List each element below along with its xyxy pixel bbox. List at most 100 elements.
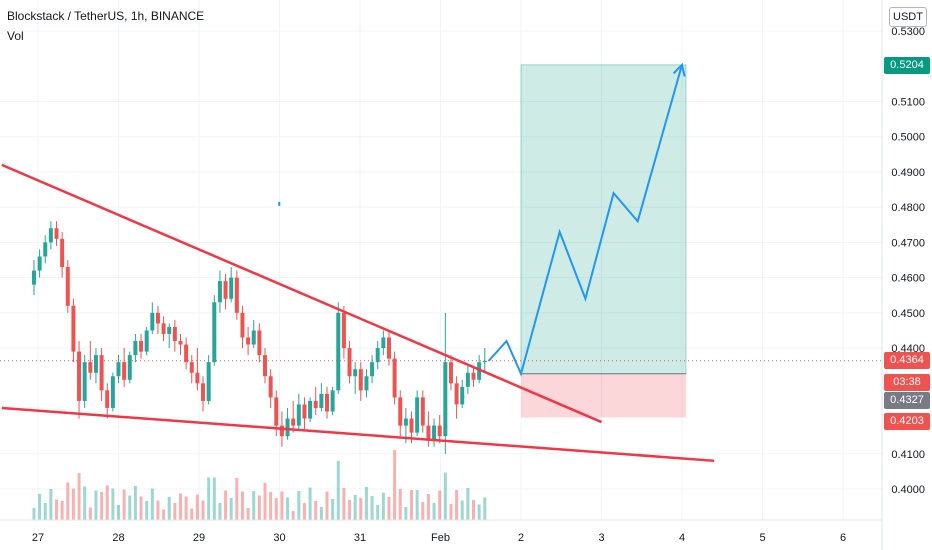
volume-bar <box>376 505 380 520</box>
time-tick: 27 <box>32 532 44 544</box>
candle <box>296 404 301 426</box>
time-tick: 5 <box>759 532 765 544</box>
volume-bar <box>381 492 385 520</box>
volume-bar <box>252 491 256 520</box>
candle <box>477 362 482 380</box>
volume-bar <box>472 500 476 520</box>
volume-bar <box>38 494 42 520</box>
time-tick: 28 <box>112 532 124 544</box>
volume-bar <box>404 507 408 520</box>
candle <box>206 362 211 401</box>
candle <box>364 376 369 391</box>
volume-bar <box>398 489 402 520</box>
volume-bar <box>443 472 447 520</box>
candle <box>37 256 42 271</box>
volume-bar <box>297 491 301 520</box>
price-tick: 0.4100 <box>891 449 925 461</box>
candle <box>116 362 121 377</box>
volume-bar <box>32 508 36 520</box>
candle <box>392 358 397 398</box>
candle <box>274 397 279 426</box>
candle <box>336 312 341 391</box>
candle <box>313 400 318 408</box>
volume-indicator-label[interactable]: Vol <box>7 29 24 43</box>
time-tick: Feb <box>431 532 450 544</box>
currency-unit-button[interactable]: USDT <box>889 7 927 27</box>
trendlines[interactable] <box>1 163 715 463</box>
volume-bar <box>190 508 194 520</box>
candle <box>268 376 273 398</box>
volume-bar <box>145 501 149 520</box>
volume-bar <box>184 496 188 520</box>
candle <box>471 372 476 380</box>
volume-bar <box>426 494 430 520</box>
candle <box>454 383 459 405</box>
candle <box>223 281 228 299</box>
volume-bar <box>173 503 177 520</box>
candle <box>178 341 183 345</box>
volume-bar <box>60 501 64 520</box>
candle <box>88 362 93 373</box>
volume-bar <box>269 492 273 520</box>
long-position-tool[interactable] <box>520 64 687 418</box>
volume-bar <box>88 507 92 520</box>
volume-bar <box>207 477 211 520</box>
volume-bars <box>32 450 487 520</box>
candle <box>195 372 200 384</box>
candle <box>482 360 487 363</box>
volume-bar <box>364 487 368 520</box>
candle <box>409 418 414 433</box>
projection-path[interactable] <box>278 62 686 377</box>
candle <box>319 393 324 408</box>
volume-bar <box>240 491 244 520</box>
price-tick: 0.4800 <box>891 202 925 214</box>
volume-bar <box>111 488 115 520</box>
volume-bar <box>246 508 250 520</box>
symbol-title: Blockstack / TetherUS, 1h, BINANCE <box>7 9 205 23</box>
candle <box>251 330 256 345</box>
candle <box>150 312 155 331</box>
price-tick: 0.4700 <box>891 237 925 249</box>
volume-bar <box>218 503 222 520</box>
price-tick: 0.4000 <box>891 484 925 496</box>
time-tick: 30 <box>273 532 285 544</box>
volume-bar <box>43 503 47 520</box>
grid <box>0 0 882 520</box>
volume-bar <box>438 490 442 520</box>
candle <box>426 425 431 440</box>
volume-bar <box>55 499 59 520</box>
candle <box>93 355 98 373</box>
volume-bar <box>421 502 425 520</box>
volume-bar <box>212 477 216 520</box>
volume-bar <box>415 490 419 520</box>
candle <box>443 362 448 437</box>
volume-bar <box>449 504 453 520</box>
volume-bar <box>291 511 295 520</box>
volume-bar <box>325 491 329 520</box>
candle <box>358 369 363 391</box>
price-tick: 0.5300 <box>891 26 925 38</box>
volume-bar <box>280 491 284 520</box>
candle <box>139 341 144 352</box>
candle <box>341 312 346 349</box>
price-tick: 0.4500 <box>891 308 925 320</box>
price-tick: 0.5000 <box>891 132 925 144</box>
volume-bar <box>122 489 126 520</box>
candle <box>110 376 115 408</box>
candle <box>234 277 239 313</box>
candle <box>257 330 262 356</box>
volume-bar <box>348 500 352 520</box>
candle <box>437 425 442 437</box>
candle <box>212 302 217 363</box>
volume-bar <box>128 495 132 520</box>
candle <box>347 348 352 377</box>
target-price-label: 0.5204 <box>884 57 930 74</box>
candle <box>99 355 104 391</box>
candle <box>43 242 48 257</box>
candle <box>184 344 189 363</box>
time-tick: 6 <box>840 532 846 544</box>
volume-bar <box>483 497 487 520</box>
candle <box>448 362 453 384</box>
volume-bar <box>336 461 340 520</box>
